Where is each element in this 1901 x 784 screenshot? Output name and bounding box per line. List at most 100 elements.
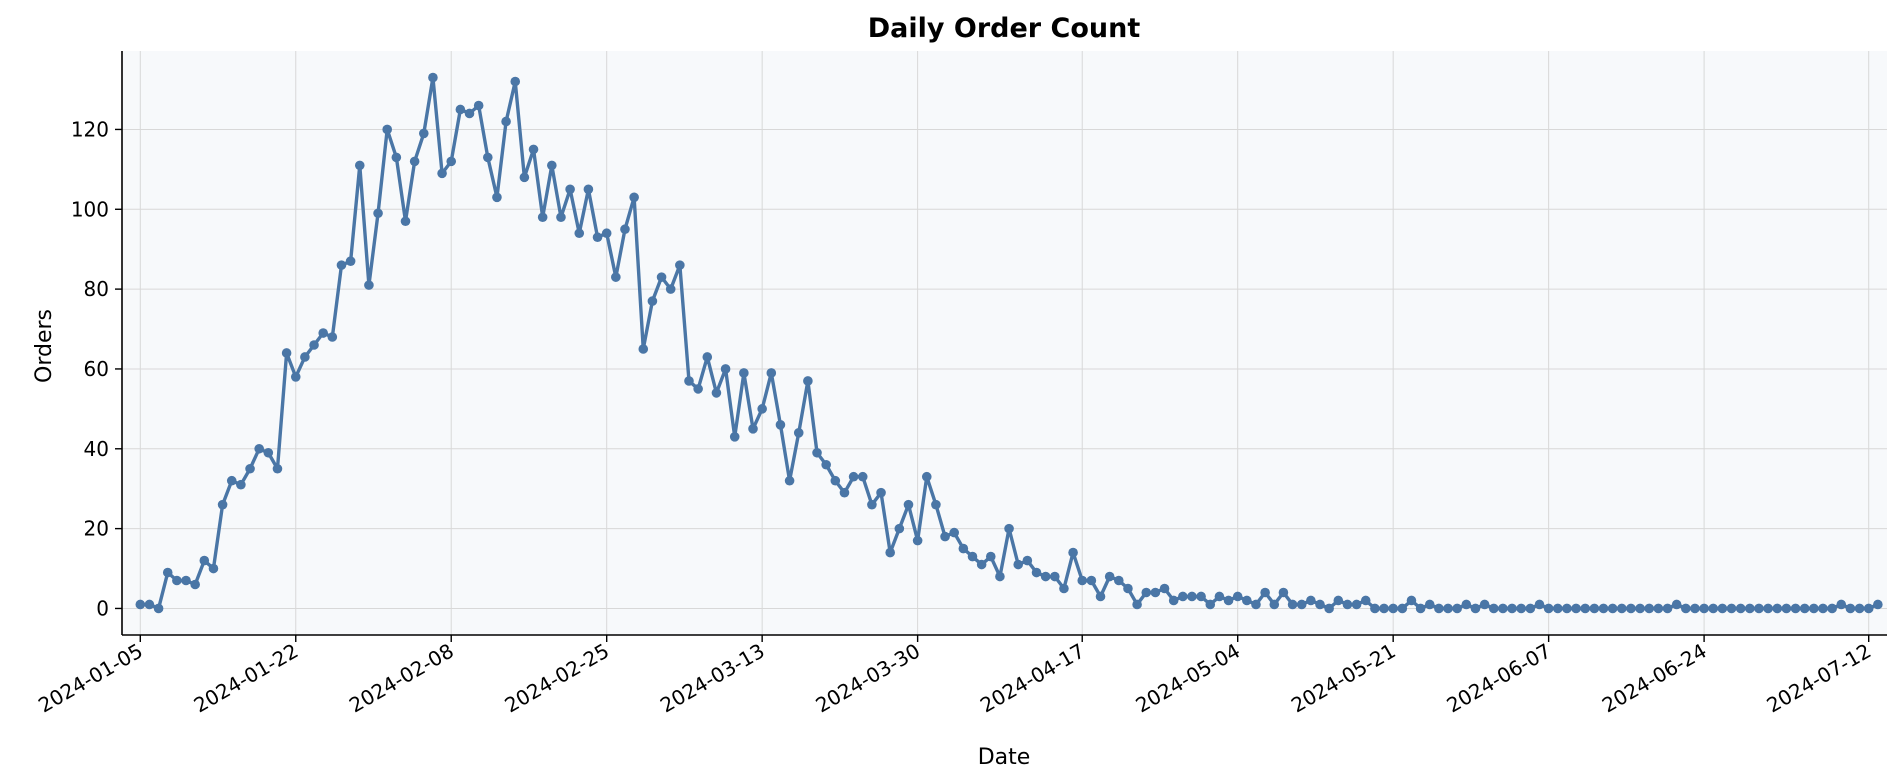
data-point bbox=[336, 260, 347, 270]
data-point bbox=[1763, 603, 1773, 614]
data-point bbox=[1580, 603, 1591, 614]
data-point bbox=[1388, 603, 1398, 614]
data-point bbox=[995, 571, 1005, 582]
data-point bbox=[446, 156, 457, 167]
data-point bbox=[391, 152, 402, 163]
data-point bbox=[675, 260, 685, 270]
data-point bbox=[1671, 599, 1682, 610]
data-point bbox=[1479, 599, 1490, 610]
data-point bbox=[272, 463, 283, 474]
data-point bbox=[172, 575, 182, 586]
data-point bbox=[1772, 603, 1783, 614]
data-point bbox=[1735, 603, 1746, 614]
data-point bbox=[876, 487, 886, 498]
data-point bbox=[1086, 575, 1097, 586]
data-point bbox=[793, 428, 804, 438]
data-point bbox=[464, 108, 475, 119]
data-point bbox=[1498, 603, 1508, 614]
data-point bbox=[592, 232, 603, 243]
data-point bbox=[684, 376, 694, 386]
data-point bbox=[354, 160, 365, 171]
data-point bbox=[1132, 599, 1142, 610]
data-point bbox=[1662, 603, 1673, 614]
data-point bbox=[1818, 603, 1828, 614]
data-point bbox=[1607, 603, 1618, 614]
data-point bbox=[1059, 583, 1069, 594]
data-point bbox=[1863, 603, 1874, 614]
data-point bbox=[1745, 603, 1755, 614]
data-point bbox=[1754, 603, 1764, 614]
data-point bbox=[1424, 599, 1435, 610]
data-point bbox=[1260, 587, 1270, 598]
y-tick-label: 60 bbox=[84, 357, 109, 381]
data-point bbox=[1461, 599, 1472, 610]
data-point bbox=[839, 487, 850, 498]
data-point bbox=[1379, 603, 1389, 614]
data-point bbox=[1205, 599, 1216, 610]
data-point bbox=[629, 192, 639, 203]
y-axis-ticks: 0 20 40 60 80 100 120 bbox=[71, 117, 122, 620]
y-tick-label: 0 bbox=[96, 596, 109, 620]
data-point bbox=[620, 224, 630, 235]
data-point bbox=[1790, 603, 1801, 614]
data-point bbox=[1681, 603, 1691, 614]
data-point bbox=[1168, 595, 1179, 606]
data-point bbox=[1022, 555, 1033, 566]
data-point bbox=[867, 499, 877, 510]
data-point bbox=[1626, 603, 1636, 614]
data-point bbox=[1068, 547, 1078, 558]
data-point bbox=[1781, 603, 1792, 614]
data-point bbox=[217, 499, 228, 510]
data-point bbox=[1123, 583, 1133, 594]
data-point bbox=[1534, 599, 1545, 610]
data-point bbox=[226, 475, 237, 486]
data-point bbox=[1845, 603, 1856, 614]
data-point bbox=[1644, 603, 1655, 614]
data-point bbox=[1278, 587, 1289, 598]
data-point bbox=[510, 76, 521, 87]
data-point bbox=[803, 376, 813, 386]
data-point bbox=[1708, 603, 1719, 614]
data-point bbox=[1443, 603, 1453, 614]
data-point bbox=[1159, 583, 1170, 594]
data-point bbox=[1452, 603, 1462, 614]
data-point bbox=[857, 471, 868, 482]
data-point bbox=[199, 555, 210, 566]
data-point bbox=[1004, 523, 1014, 534]
data-point bbox=[1690, 603, 1700, 614]
data-point bbox=[1251, 599, 1261, 610]
y-tick-label: 40 bbox=[84, 437, 109, 461]
data-point bbox=[647, 296, 658, 306]
data-point bbox=[702, 352, 713, 362]
data-point bbox=[1114, 575, 1124, 586]
data-point bbox=[1589, 603, 1600, 614]
data-point bbox=[1104, 571, 1115, 582]
data-point bbox=[1836, 599, 1847, 610]
data-point bbox=[492, 192, 502, 203]
data-point bbox=[1397, 603, 1408, 614]
data-point bbox=[1873, 599, 1883, 610]
data-point bbox=[135, 599, 146, 610]
data-point bbox=[1699, 603, 1709, 614]
y-tick-label: 20 bbox=[84, 517, 109, 541]
data-point bbox=[757, 404, 767, 414]
data-point bbox=[537, 212, 548, 223]
data-point bbox=[1434, 603, 1444, 614]
series-orders bbox=[135, 72, 1883, 614]
data-point bbox=[1333, 595, 1344, 606]
data-point bbox=[245, 463, 255, 474]
data-point bbox=[162, 567, 173, 578]
data-point bbox=[1616, 603, 1627, 614]
data-point bbox=[519, 172, 530, 183]
data-point bbox=[720, 364, 731, 374]
data-point bbox=[547, 160, 557, 171]
data-point bbox=[812, 447, 822, 458]
data-point bbox=[1488, 603, 1499, 614]
data-point bbox=[1415, 603, 1426, 614]
data-point bbox=[400, 216, 411, 227]
data-point bbox=[1214, 591, 1225, 602]
data-point bbox=[739, 368, 749, 378]
data-point bbox=[1242, 595, 1252, 606]
data-point bbox=[1525, 603, 1536, 614]
